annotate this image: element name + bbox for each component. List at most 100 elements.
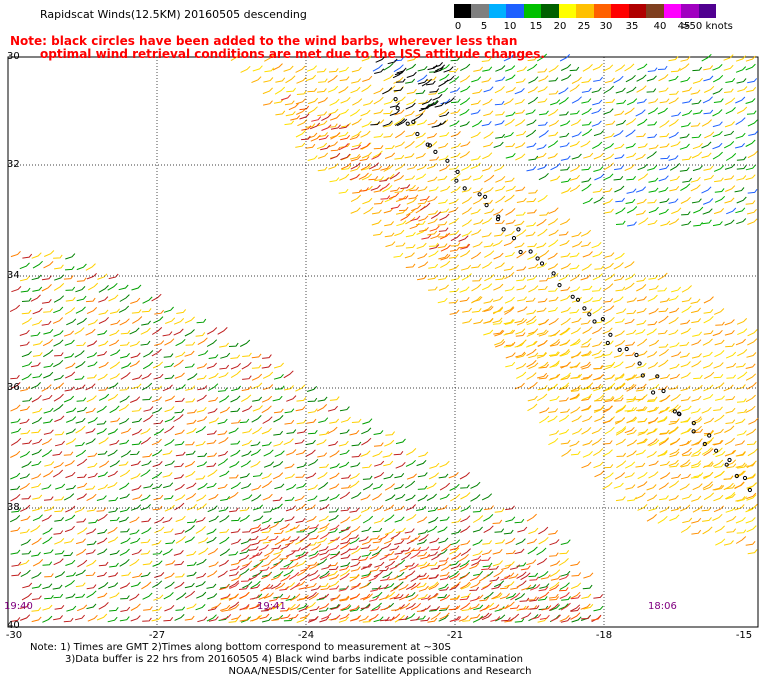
wind-barb [21, 309, 32, 315]
wind-barb [284, 100, 295, 106]
wind-barb [560, 374, 571, 381]
wind-barb [558, 414, 570, 423]
wind-barb [714, 470, 725, 478]
wind-barb [550, 99, 561, 106]
time-label-left: 19:40 [4, 601, 33, 612]
wind-barb [389, 545, 400, 551]
wind-barb [290, 115, 301, 121]
wind-barb [539, 211, 550, 216]
wind-barb [616, 99, 627, 105]
wind-barb [525, 315, 537, 324]
wind-barb [548, 317, 559, 326]
wind-barb [548, 77, 559, 82]
wind-barb [185, 398, 196, 403]
wind-barb [604, 273, 615, 281]
wind-barb [270, 553, 281, 562]
wind-barb [713, 428, 724, 435]
wind-barb [591, 427, 602, 435]
wind-barb [271, 582, 282, 590]
wind-barb [427, 119, 438, 126]
wind-barb [306, 65, 317, 72]
wind-barb [459, 472, 470, 480]
wind-barb [483, 298, 494, 304]
wind-barb [52, 469, 64, 478]
wind-barb [218, 437, 229, 445]
wind-barb [273, 549, 284, 555]
wind-barb [614, 185, 625, 193]
wind-barb [306, 591, 317, 600]
wind-barb [550, 163, 561, 171]
wind-barb [362, 475, 373, 480]
wind-barb [736, 165, 747, 170]
wind-barb [349, 507, 360, 513]
wind-barb [394, 118, 406, 126]
wind-barb [153, 428, 165, 436]
wind-barb [351, 130, 362, 138]
wind-barb [130, 352, 141, 359]
wind-barb [489, 565, 499, 570]
wind-barb [140, 494, 151, 502]
wind-barb [748, 417, 759, 425]
wind-barb [389, 593, 400, 600]
wind-barb [351, 441, 362, 447]
wind-barb [625, 74, 636, 83]
wind-barb [98, 361, 109, 369]
wind-barb [316, 68, 327, 73]
wind-barb [428, 242, 439, 247]
wind-barb [207, 505, 218, 513]
wind-barb [338, 188, 349, 194]
wind-barb [461, 163, 472, 171]
wind-barb [725, 493, 736, 500]
wind-barb [647, 219, 658, 226]
wind-barb [393, 483, 404, 490]
wind-barb [349, 108, 361, 117]
wind-barb [339, 565, 350, 571]
wind-barb [42, 394, 53, 401]
wind-barb [31, 319, 43, 326]
wind-barb [416, 582, 427, 589]
wind-barb [382, 571, 393, 579]
wind-barb [239, 592, 250, 599]
wind-barb [635, 396, 646, 401]
credit-line: NOAA/NESDIS/Center for Satellite Applica… [228, 666, 532, 677]
wind-barb [43, 349, 54, 358]
wind-barb [43, 328, 54, 335]
wind-barb [494, 339, 505, 346]
wind-barb [97, 373, 108, 381]
wind-barb [526, 341, 537, 348]
wind-barb [283, 560, 294, 568]
wind-barb [65, 253, 76, 260]
wind-barb [528, 614, 539, 622]
wind-barb [99, 460, 110, 468]
wind-barb [230, 440, 241, 445]
wind-barb [692, 384, 703, 392]
wind-barb [394, 117, 405, 126]
wind-barb [140, 538, 151, 544]
wind-barb [437, 297, 448, 304]
wind-barb [19, 603, 30, 609]
wind-barb [736, 529, 747, 534]
wind-barb [461, 196, 473, 205]
wind-barb [152, 580, 163, 588]
wind-barb [472, 88, 483, 95]
wind-barb [286, 395, 297, 402]
contamination-circle [535, 256, 540, 261]
wind-barb [712, 221, 723, 227]
wind-barb [625, 198, 636, 204]
legend-swatch [558, 4, 577, 18]
wind-barb [64, 307, 76, 315]
wind-barb [713, 505, 724, 513]
wind-barb [690, 89, 701, 95]
wind-barb [75, 441, 85, 447]
wind-barb [285, 505, 296, 512]
wind-barb [482, 305, 493, 313]
wind-barb [408, 563, 419, 571]
wind-barb [483, 186, 494, 194]
wind-barb [593, 385, 604, 392]
wind-barb [690, 184, 701, 192]
wind-barb [449, 165, 459, 170]
wind-barb [472, 515, 484, 523]
wind-barb [360, 165, 371, 171]
wind-barb [330, 132, 341, 140]
wind-barb [712, 74, 724, 83]
